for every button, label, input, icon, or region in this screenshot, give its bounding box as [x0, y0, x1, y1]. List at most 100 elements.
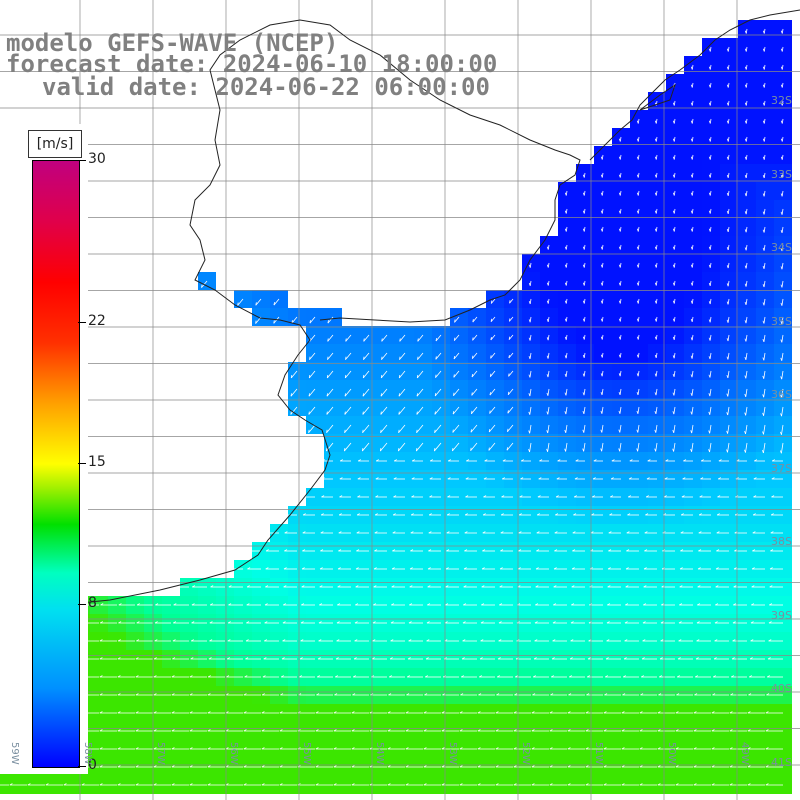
wind-arrow: [470, 424, 478, 433]
wind-arrowhead: [321, 477, 325, 480]
wind-arrowhead: [247, 567, 251, 570]
wind-arrowhead: [713, 657, 717, 660]
wind-arrowhead: [604, 693, 608, 696]
wind-arrowhead: [243, 747, 247, 750]
wind-arrowhead: [606, 621, 610, 624]
wind-arrowhead: [207, 711, 211, 714]
wind-arrowhead: [654, 429, 657, 433]
wind-arrowhead: [266, 531, 270, 534]
wind-arrowhead: [471, 392, 473, 396]
wind-arrowhead: [626, 531, 630, 534]
wind-arrowhead: [607, 567, 611, 570]
wind-arrowhead: [326, 411, 328, 415]
wind-arrowhead: [659, 657, 663, 660]
wind-arrowhead: [490, 318, 493, 322]
wind-arrowhead: [690, 392, 693, 396]
wind-arrow: [416, 424, 424, 434]
wind-arrowhead: [445, 603, 449, 606]
wind-arrowhead: [372, 639, 376, 642]
wind-arrow: [529, 316, 532, 323]
colorbar-tick: [78, 766, 86, 767]
wind-arrow: [763, 424, 766, 435]
wind-arrowhead: [696, 639, 700, 642]
wind-arrowhead: [654, 336, 657, 340]
wind-arrowhead: [351, 765, 355, 768]
colorbar-tick-label: 8: [88, 595, 97, 612]
wind-arrowhead: [672, 192, 675, 196]
wind-arrowhead: [361, 448, 364, 452]
wind-arrowhead: [600, 373, 603, 377]
wind-arrowhead: [519, 495, 523, 498]
longitude-label: 56W: [228, 742, 239, 765]
wind-arrowhead: [290, 393, 292, 397]
wind-arrowhead: [672, 138, 675, 142]
wind-arrowhead: [191, 603, 195, 606]
wind-arrowhead: [399, 338, 401, 342]
wind-arrow: [691, 352, 694, 359]
wind-arrowhead: [780, 339, 783, 343]
wind-arrowhead: [549, 765, 553, 768]
wind-arrowhead: [300, 639, 304, 642]
wind-arrowhead: [315, 765, 319, 768]
wind-arrowhead: [472, 319, 474, 323]
wind-arrow: [781, 334, 784, 343]
wind-arrowhead: [571, 603, 575, 606]
wind-arrowhead: [780, 211, 783, 215]
wind-arrow: [490, 352, 496, 359]
wind-arrowhead: [708, 192, 711, 196]
wind-arrowhead: [338, 549, 342, 552]
wind-arrow: [601, 370, 604, 377]
wind-arrowhead: [389, 675, 393, 678]
wind-arrowhead: [675, 747, 679, 750]
wind-arrowhead: [654, 300, 657, 304]
wind-arrow: [637, 370, 640, 377]
wind-arrowhead: [618, 228, 621, 232]
wind-arrowhead: [585, 729, 589, 732]
wind-arrowhead: [290, 411, 292, 415]
wind-arrowhead: [495, 765, 499, 768]
wind-arrowhead: [768, 621, 772, 624]
wind-arrowhead: [407, 675, 411, 678]
wind-arrow: [691, 442, 694, 452]
wind-arrowhead: [567, 711, 571, 714]
wind-arrowhead: [654, 264, 657, 268]
wind-arrowhead: [636, 336, 639, 340]
wind-arrowhead: [337, 585, 341, 588]
wind-arrow: [327, 316, 334, 324]
wind-arrowhead: [625, 603, 629, 606]
wind-arrowhead: [405, 747, 409, 750]
wind-arrowhead: [135, 693, 139, 696]
wind-arrowhead: [325, 448, 328, 452]
wind-arrowhead: [498, 639, 502, 642]
wind-arrow: [727, 298, 730, 305]
wind-arrowhead: [117, 693, 121, 696]
wind-arrowhead: [299, 657, 303, 660]
latitude-label: 37S: [771, 461, 792, 475]
wind-arrowhead: [575, 459, 579, 462]
wind-arrowhead: [600, 174, 603, 178]
wind-arrowhead: [357, 495, 361, 498]
wind-arrowhead: [237, 302, 239, 306]
longitude-label: 54W: [374, 742, 385, 765]
wind-arrowhead: [416, 411, 418, 415]
wind-arrowhead: [337, 603, 341, 606]
wind-arrow: [529, 352, 532, 360]
wind-arrowhead: [301, 603, 305, 606]
wind-arrow: [489, 388, 496, 396]
wind-arrowhead: [172, 639, 176, 642]
wind-arrowhead: [765, 765, 769, 768]
wind-arrowhead: [645, 495, 649, 498]
wind-arrowhead: [388, 693, 392, 696]
wind-arrowhead: [207, 675, 211, 678]
wind-arrowhead: [718, 459, 722, 462]
wind-arrowhead: [320, 513, 324, 516]
wind-arrowhead: [261, 693, 265, 696]
wind-arrowhead: [762, 375, 765, 379]
wind-arrowhead: [714, 639, 718, 642]
wind-arrowhead: [600, 210, 603, 214]
wind-arrowhead: [556, 477, 560, 480]
wind-arrowhead: [629, 459, 633, 462]
wind-arrowhead: [425, 675, 429, 678]
wind-arrowhead: [569, 657, 573, 660]
wind-arrowhead: [708, 210, 711, 214]
